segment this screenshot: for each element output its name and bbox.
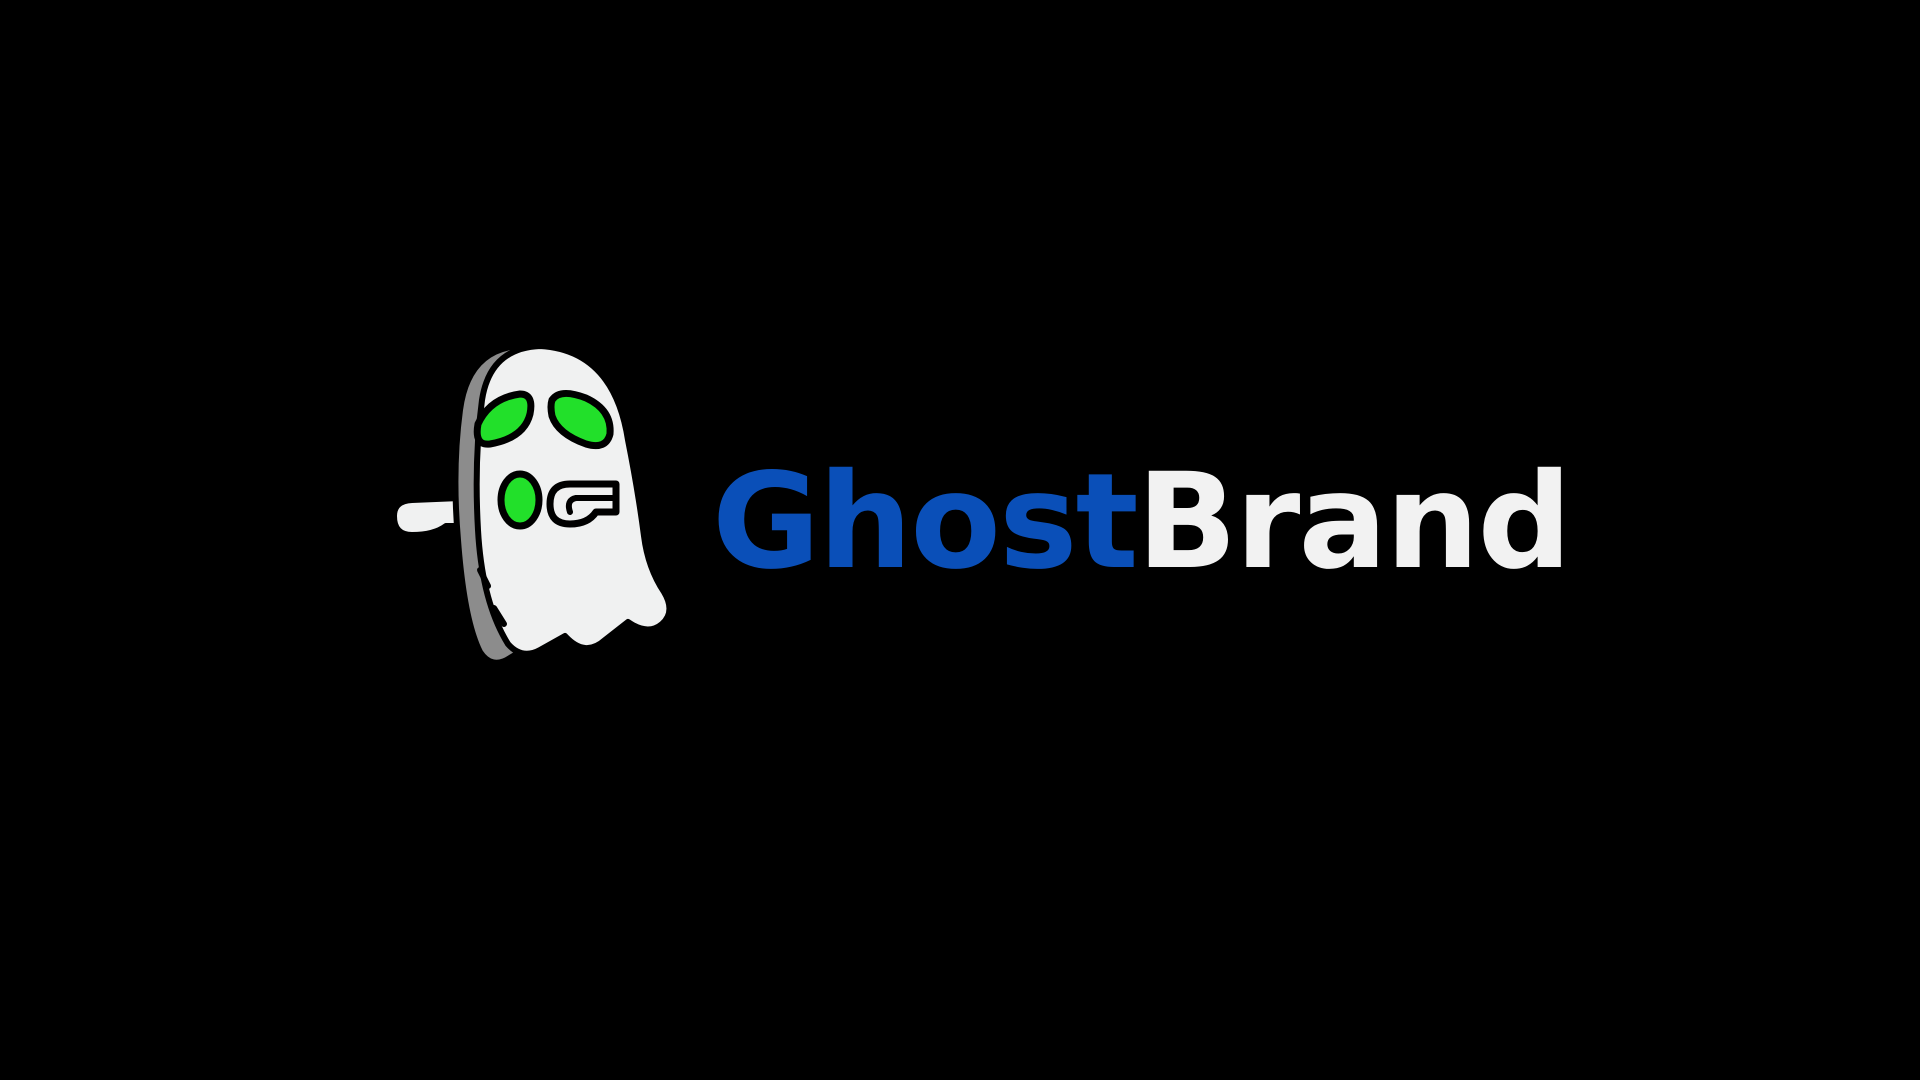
brand-logo: Ghost Brand	[390, 340, 1572, 680]
brand-wordmark: Ghost Brand	[712, 445, 1572, 599]
wordmark-first: Ghost	[712, 445, 1139, 599]
wordmark-second: Brand	[1136, 445, 1572, 599]
ghost-icon	[391, 343, 673, 666]
